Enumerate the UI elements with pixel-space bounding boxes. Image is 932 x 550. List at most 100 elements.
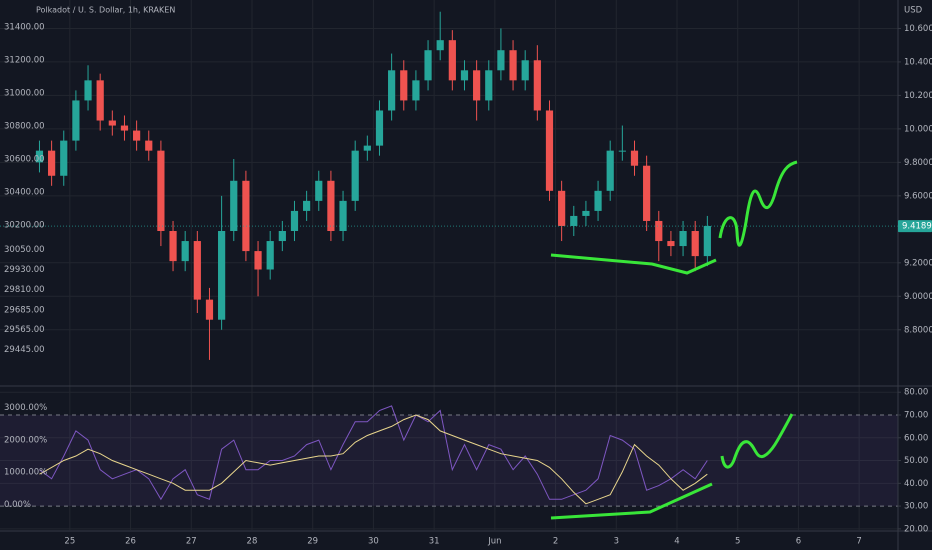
- y2-tick-label: 30600.00: [4, 155, 45, 165]
- candle-body: [643, 165, 651, 221]
- candle-body: [327, 180, 335, 231]
- candle-body: [266, 241, 274, 270]
- candle-body: [72, 100, 80, 141]
- x-tick-label: 2: [553, 537, 558, 547]
- y2-tick-label: 30200.00: [4, 220, 45, 230]
- x-tick-label: 30: [368, 537, 379, 547]
- x-tick-label: 7: [856, 537, 861, 547]
- x-tick-label: 4: [674, 537, 679, 547]
- x-tick-label: 31: [429, 537, 440, 547]
- candle-body: [400, 70, 408, 101]
- x-tick-label: 26: [125, 537, 136, 547]
- candle-body: [436, 40, 444, 51]
- y-tick-label: 70.00: [904, 411, 928, 421]
- candle-body: [509, 50, 517, 81]
- grid-layer: [0, 0, 898, 530]
- candle-body: [303, 200, 311, 211]
- projection-drawing: [718, 160, 798, 247]
- candle-body: [181, 241, 189, 262]
- y-tick-label: 10.6000: [904, 24, 932, 34]
- candle-body: [558, 190, 566, 226]
- candle-body: [679, 231, 687, 247]
- candle-body: [108, 120, 116, 126]
- candle-body: [363, 145, 371, 151]
- rsi-band: [0, 415, 898, 507]
- axis-unit: USD: [904, 6, 923, 16]
- candle-body: [703, 225, 711, 257]
- candle-body: [388, 70, 396, 111]
- candle-body: [339, 200, 347, 231]
- rsi-projection-drawing: [720, 413, 794, 469]
- support-drawing: [550, 253, 717, 275]
- y2-tick-label: 31200.00: [4, 56, 45, 66]
- candle-body: [424, 50, 432, 81]
- candle-body: [594, 190, 602, 211]
- y-tick-label: 9.8000: [904, 158, 932, 168]
- y2-tick-label: 29565.00: [4, 325, 45, 335]
- candle-body: [448, 40, 456, 81]
- candle-body: [133, 130, 141, 141]
- y2-tick-label: 30400.00: [4, 188, 45, 198]
- candle-body: [570, 215, 578, 226]
- series-line: [39, 414, 708, 505]
- mark-layer: [0, 11, 898, 505]
- y-tick-label: 50.00: [904, 456, 928, 466]
- candle-body: [193, 241, 201, 300]
- candle-body: [375, 110, 384, 146]
- candle-body: [521, 60, 529, 81]
- candle-body: [533, 60, 541, 111]
- candle-body: [315, 180, 323, 201]
- candle-body: [290, 210, 299, 231]
- candle-body: [205, 299, 214, 320]
- x-tick-label: 28: [247, 537, 258, 547]
- candle-body: [545, 110, 554, 191]
- candle-body: [460, 70, 469, 81]
- y-tick-label: 80.00: [904, 388, 928, 398]
- y2-tick-label: 30800.00: [4, 122, 45, 132]
- candle-body: [655, 220, 663, 242]
- y-tick-label: 10.2000: [904, 91, 932, 101]
- y-tick-label: 20.00: [904, 524, 928, 534]
- y-tick-label: 8.8000: [904, 325, 932, 335]
- y2-tick-label: 3000.00%: [4, 403, 47, 413]
- candle-body: [254, 251, 262, 270]
- candle-body: [485, 70, 493, 101]
- candle-body: [157, 150, 165, 231]
- y2-tick-label: 29810.00: [4, 285, 45, 295]
- candle-body: [630, 150, 639, 166]
- current-price-label: 9.4189: [902, 222, 932, 232]
- candle-body: [218, 231, 226, 320]
- x-tick-label: 5: [735, 537, 740, 547]
- y-tick-label: 40.00: [904, 479, 928, 489]
- x-tick-label: 6: [796, 537, 801, 547]
- x-tick-label: Jun: [487, 537, 501, 547]
- y2-tick-label: 30050.00: [4, 245, 45, 255]
- y2-tick-label: 31400.00: [4, 23, 45, 33]
- y2-tick-label: 31000.00: [4, 89, 45, 99]
- candle-body: [691, 231, 699, 257]
- y2-tick-label: 1000.00%: [4, 468, 47, 478]
- y2-tick-label: 29685.00: [4, 305, 45, 315]
- x-tick-label: 27: [186, 537, 197, 547]
- y2-tick-label: 29445.00: [4, 345, 45, 355]
- candle-body: [120, 125, 129, 131]
- y-tick-label: 10.4000: [904, 57, 932, 67]
- x-tick-label: 25: [64, 537, 75, 547]
- candle-body: [582, 210, 590, 216]
- candle-body: [35, 150, 44, 163]
- candle-body: [169, 231, 177, 262]
- x-tick-label: 29: [307, 537, 318, 547]
- candle-body: [606, 150, 614, 191]
- y-tick-label: 9.0000: [904, 292, 932, 302]
- rsi-support-drawing: [550, 482, 713, 520]
- candle-body: [667, 241, 675, 247]
- current-price-badge: [898, 220, 932, 233]
- y-tick-label: 60.00: [904, 433, 928, 443]
- y2-tick-label: 2000.00%: [4, 435, 47, 445]
- candle-body: [230, 180, 238, 231]
- candle-body: [497, 50, 505, 71]
- y-tick-label: 9.6000: [904, 191, 932, 201]
- series-line: [39, 405, 708, 501]
